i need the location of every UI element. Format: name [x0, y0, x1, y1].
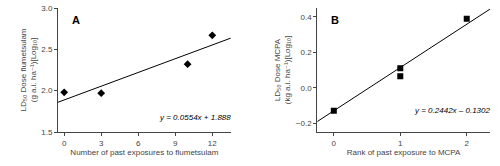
svg-text:0.2: 0.2: [300, 48, 312, 57]
svg-text:0.4: 0.4: [300, 13, 312, 22]
svg-text:2.0: 2.0: [41, 86, 53, 95]
svg-text:B: B: [331, 14, 339, 26]
svg-text:y = 0.2442x – 0.1302: y = 0.2442x – 0.1302: [414, 106, 491, 115]
svg-text:A: A: [72, 14, 80, 26]
svg-text:3: 3: [99, 139, 104, 148]
svg-text:LD₅₀ Dose flumetsulam(g a.i. h: LD₅₀ Dose flumetsulam(g a.i. ha⁻¹)[Log₁₀…: [19, 28, 38, 111]
svg-text:2.5: 2.5: [41, 45, 53, 54]
svg-text:−0.2: −0.2: [296, 119, 312, 128]
svg-text:6: 6: [136, 139, 141, 148]
svg-text:12: 12: [208, 139, 217, 148]
svg-text:y = 0.0554x + 1.888: y = 0.0554x + 1.888: [159, 113, 231, 122]
svg-text:9: 9: [173, 139, 178, 148]
svg-text:0: 0: [62, 139, 67, 148]
svg-text:0.0: 0.0: [300, 84, 312, 93]
svg-text:Number of past exposures to fl: Number of past exposures to flumetsulam: [70, 148, 218, 157]
svg-text:Rank of past exposure to MCPA: Rank of past exposure to MCPA: [347, 148, 461, 157]
svg-text:1.5: 1.5: [41, 128, 53, 137]
svg-text:LD₅₀ Dose MCPA(kg a.i. ha⁻¹)[L: LD₅₀ Dose MCPA(kg a.i. ha⁻¹)[Log₁₀]: [273, 36, 292, 105]
svg-text:1: 1: [398, 139, 403, 148]
svg-text:0: 0: [332, 139, 337, 148]
svg-text:3.0: 3.0: [41, 4, 53, 13]
svg-text:2: 2: [465, 139, 470, 148]
